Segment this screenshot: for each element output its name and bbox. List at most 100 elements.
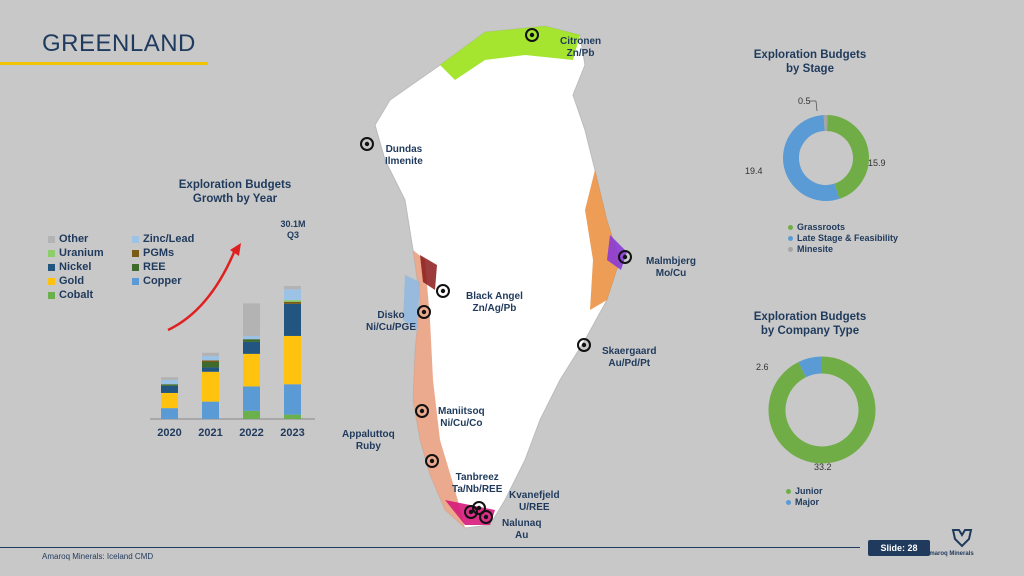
project-marker-dot: [419, 408, 425, 414]
growth-trend-arrowhead: [230, 243, 241, 256]
project-commodity: U/REE: [519, 502, 550, 513]
company-value-major: 2.6: [756, 362, 769, 372]
legend-swatch: [48, 291, 55, 299]
legend-swatch: [48, 249, 55, 257]
page-title: GREENLAND: [42, 30, 196, 57]
project-label-appaluttoq: Appaluttoq Ruby: [342, 429, 395, 453]
project-marker-skaergaard[interactable]: [577, 338, 591, 352]
slide-number-badge: Slide: 28: [868, 540, 930, 556]
project-marker-dot: [622, 254, 628, 260]
legend-label: Major: [795, 497, 820, 507]
bar-segment: [161, 377, 178, 380]
stage-donut-title-line2: by Stage: [786, 63, 834, 75]
stage-value-minesite: 0.5: [798, 96, 811, 106]
amaroq-logo-icon: [951, 529, 973, 548]
legend-item: Other: [48, 232, 104, 246]
project-label-kvanefjeld: Kvanefjeld U/REE: [509, 490, 560, 514]
company-donut-title-line2: by Company Type: [760, 325, 860, 337]
project-commodity: Zn/Ag/Pb: [472, 303, 517, 314]
legend-item: Nickel: [48, 260, 104, 274]
project-label-skaergaard: Skaergaard Au/Pd/Pt: [602, 346, 656, 370]
project-marker-dot: [440, 288, 446, 294]
project-label-maniitsoq: Maniitsoq Ni/Cu/Co: [438, 406, 485, 430]
project-marker-tanbreez[interactable]: [464, 505, 478, 519]
project-marker-citronen[interactable]: [525, 28, 539, 42]
project-name: Skaergaard: [602, 346, 657, 357]
legend-swatch: [48, 235, 55, 243]
project-marker-maniitsoq[interactable]: [415, 404, 429, 418]
project-marker-dot: [429, 458, 435, 464]
bar-segment: [243, 303, 260, 336]
legend-swatch: [48, 277, 55, 285]
project-commodity: Mo/Cu: [655, 268, 687, 279]
bar-segment: [243, 341, 260, 354]
project-commodity: Au/Pd/Pt: [608, 358, 651, 369]
project-marker-kvanefjeld[interactable]: [472, 501, 486, 515]
project-label-citronen: Citronen Zn/Pb: [560, 36, 601, 60]
legend-item: Minesite: [788, 244, 898, 255]
x-tick-label: 2023: [280, 427, 304, 439]
project-name: Malmbjerg: [646, 256, 697, 267]
legend-item: Late Stage & Feasibility: [788, 233, 898, 244]
project-name: Tanbreez: [455, 472, 499, 483]
greenland-map: [360, 25, 632, 529]
project-label-malmbjerg: Malmbjerg Mo/Cu: [646, 256, 696, 280]
bar-segment: [161, 408, 178, 419]
growth-chart-title-line2: Growth by Year: [192, 193, 278, 205]
logo-text: Amaroq Minerals: [925, 551, 974, 557]
legend-swatch: [786, 500, 791, 506]
legend-label: Minesite: [797, 244, 834, 254]
donut-slice-grassroots: [826, 115, 869, 199]
project-commodity: Zn/Pb: [566, 48, 595, 59]
project-marker-dundas[interactable]: [360, 137, 374, 151]
bar-segment: [284, 414, 301, 419]
project-label-tanbreez: Tanbreez Ta/Nb/REE: [452, 472, 502, 496]
bar-segment: [161, 385, 178, 393]
legend-label: Uranium: [59, 247, 104, 259]
legend-label: Gold: [59, 275, 85, 287]
bar-segment: [202, 356, 219, 361]
bar-segment: [161, 379, 178, 385]
legend-swatch: [132, 249, 139, 257]
leader-line: [815, 100, 818, 112]
project-commodity: Au: [515, 530, 529, 541]
title-underline: [0, 62, 208, 65]
project-marker-appaluttoq[interactable]: [425, 454, 439, 468]
project-marker-black-angel[interactable]: [436, 284, 450, 298]
legend-label: Copper: [143, 275, 182, 287]
legend-swatch: [132, 277, 139, 285]
greenland-landmass: [374, 25, 621, 529]
project-marker-nalunaq[interactable]: [479, 510, 493, 524]
project-commodity: Ta/Nb/REE: [452, 484, 503, 495]
donut-slice-late-stage-feasibility: [783, 115, 840, 201]
project-marker-dot: [364, 141, 370, 147]
legend-item: Cobalt: [48, 288, 104, 302]
growth-legend-left: Other Uranium Nickel Gold Cobalt: [48, 232, 104, 302]
project-name: Disko: [377, 310, 405, 321]
stage-donut-title: Exploration Budgets by Stage: [740, 48, 880, 76]
growth-annotation-period: Q3: [287, 230, 299, 240]
project-label-black-angel: Black Angel Zn/Ag/Pb: [466, 291, 523, 315]
bar-segment: [284, 303, 301, 336]
bar-segment: [243, 386, 260, 411]
bar-segment: [202, 362, 219, 368]
footer-rule: [0, 547, 860, 548]
legend-item: Grassroots: [788, 222, 898, 233]
legend-label: Other: [59, 233, 89, 245]
stage-value-grassroots: 15.9: [868, 158, 886, 168]
project-marker-malmbjerg[interactable]: [618, 250, 632, 264]
stage-donut-chart: 0.5 15.9 19.4: [745, 96, 886, 201]
project-name: Black Angel: [466, 291, 523, 302]
project-marker-disko[interactable]: [417, 305, 431, 319]
project-commodity: Ruby: [355, 441, 381, 452]
company-donut-chart: 2.6 33.2: [756, 356, 876, 472]
project-name: Appaluttoq: [342, 429, 395, 440]
bar-segment: [161, 392, 178, 409]
bar-segment: [202, 367, 219, 372]
legend-item: Copper: [132, 274, 194, 288]
project-commodity: Ni/Cu/PGE: [366, 322, 417, 333]
bar-segment: [284, 300, 301, 302]
project-name: Maniitsoq: [438, 406, 485, 417]
legend-swatch: [48, 263, 55, 271]
legend-swatch: [132, 263, 139, 271]
